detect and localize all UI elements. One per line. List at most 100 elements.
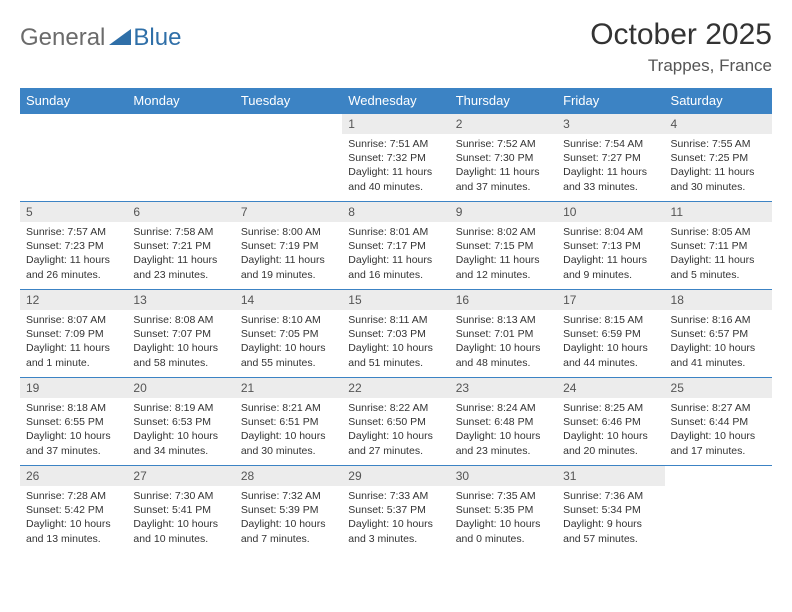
- day-details: Sunrise: 8:00 AMSunset: 7:19 PMDaylight:…: [235, 222, 342, 288]
- calendar-cell: 9Sunrise: 8:02 AMSunset: 7:15 PMDaylight…: [450, 202, 557, 290]
- day-number: 5: [20, 202, 127, 222]
- day-header: Monday: [127, 88, 234, 114]
- location-label: Trappes, France: [590, 56, 772, 76]
- day-number: 26: [20, 466, 127, 486]
- day-number: 7: [235, 202, 342, 222]
- day-details: Sunrise: 7:57 AMSunset: 7:23 PMDaylight:…: [20, 222, 127, 288]
- calendar-cell: 4Sunrise: 7:55 AMSunset: 7:25 PMDaylight…: [665, 114, 772, 202]
- day-details: Sunrise: 7:55 AMSunset: 7:25 PMDaylight:…: [665, 134, 772, 200]
- page-title: October 2025: [590, 18, 772, 52]
- day-number: 31: [557, 466, 664, 486]
- day-details: Sunrise: 7:30 AMSunset: 5:41 PMDaylight:…: [127, 486, 234, 552]
- day-number: 8: [342, 202, 449, 222]
- logo-text-blue: Blue: [133, 24, 181, 52]
- calendar-cell: 27Sunrise: 7:30 AMSunset: 5:41 PMDayligh…: [127, 466, 234, 554]
- day-details: Sunrise: 8:18 AMSunset: 6:55 PMDaylight:…: [20, 398, 127, 464]
- calendar-week-row: 12Sunrise: 8:07 AMSunset: 7:09 PMDayligh…: [20, 290, 772, 378]
- day-details: Sunrise: 8:11 AMSunset: 7:03 PMDaylight:…: [342, 310, 449, 376]
- day-details: Sunrise: 8:02 AMSunset: 7:15 PMDaylight:…: [450, 222, 557, 288]
- day-number: 25: [665, 378, 772, 398]
- header: General Blue October 2025 Trappes, Franc…: [20, 18, 772, 76]
- calendar-cell: 18Sunrise: 8:16 AMSunset: 6:57 PMDayligh…: [665, 290, 772, 378]
- day-number: 1: [342, 114, 449, 134]
- calendar-week-row: 26Sunrise: 7:28 AMSunset: 5:42 PMDayligh…: [20, 466, 772, 554]
- day-details: Sunrise: 7:28 AMSunset: 5:42 PMDaylight:…: [20, 486, 127, 552]
- calendar-cell: [235, 114, 342, 202]
- calendar-cell: 11Sunrise: 8:05 AMSunset: 7:11 PMDayligh…: [665, 202, 772, 290]
- calendar-cell: [20, 114, 127, 202]
- day-number: 17: [557, 290, 664, 310]
- calendar-cell: 3Sunrise: 7:54 AMSunset: 7:27 PMDaylight…: [557, 114, 664, 202]
- calendar-cell: [665, 466, 772, 554]
- day-number: [235, 114, 342, 134]
- day-number: 6: [127, 202, 234, 222]
- calendar-cell: 19Sunrise: 8:18 AMSunset: 6:55 PMDayligh…: [20, 378, 127, 466]
- day-details: Sunrise: 7:35 AMSunset: 5:35 PMDaylight:…: [450, 486, 557, 552]
- day-details: Sunrise: 8:01 AMSunset: 7:17 PMDaylight:…: [342, 222, 449, 288]
- calendar-cell: 2Sunrise: 7:52 AMSunset: 7:30 PMDaylight…: [450, 114, 557, 202]
- day-details: Sunrise: 7:54 AMSunset: 7:27 PMDaylight:…: [557, 134, 664, 200]
- day-header: Wednesday: [342, 88, 449, 114]
- calendar-week-row: 1Sunrise: 7:51 AMSunset: 7:32 PMDaylight…: [20, 114, 772, 202]
- logo: General Blue: [20, 18, 181, 52]
- day-header: Thursday: [450, 88, 557, 114]
- day-number: [20, 114, 127, 134]
- calendar-cell: 25Sunrise: 8:27 AMSunset: 6:44 PMDayligh…: [665, 378, 772, 466]
- day-details: Sunrise: 8:05 AMSunset: 7:11 PMDaylight:…: [665, 222, 772, 288]
- day-details: Sunrise: 7:51 AMSunset: 7:32 PMDaylight:…: [342, 134, 449, 200]
- calendar-cell: 29Sunrise: 7:33 AMSunset: 5:37 PMDayligh…: [342, 466, 449, 554]
- calendar-cell: 28Sunrise: 7:32 AMSunset: 5:39 PMDayligh…: [235, 466, 342, 554]
- day-details: Sunrise: 8:22 AMSunset: 6:50 PMDaylight:…: [342, 398, 449, 464]
- day-number: 11: [665, 202, 772, 222]
- day-number: [665, 466, 772, 486]
- day-number: 30: [450, 466, 557, 486]
- day-details: Sunrise: 7:33 AMSunset: 5:37 PMDaylight:…: [342, 486, 449, 552]
- calendar-table: SundayMondayTuesdayWednesdayThursdayFrid…: [20, 88, 772, 554]
- calendar-cell: 26Sunrise: 7:28 AMSunset: 5:42 PMDayligh…: [20, 466, 127, 554]
- day-number: 23: [450, 378, 557, 398]
- day-header: Sunday: [20, 88, 127, 114]
- calendar-cell: 7Sunrise: 8:00 AMSunset: 7:19 PMDaylight…: [235, 202, 342, 290]
- day-details: Sunrise: 8:07 AMSunset: 7:09 PMDaylight:…: [20, 310, 127, 376]
- calendar-cell: 22Sunrise: 8:22 AMSunset: 6:50 PMDayligh…: [342, 378, 449, 466]
- day-number: 9: [450, 202, 557, 222]
- day-details: Sunrise: 8:24 AMSunset: 6:48 PMDaylight:…: [450, 398, 557, 464]
- day-number: 2: [450, 114, 557, 134]
- calendar-cell: [127, 114, 234, 202]
- day-number: 24: [557, 378, 664, 398]
- day-details: Sunrise: 8:04 AMSunset: 7:13 PMDaylight:…: [557, 222, 664, 288]
- day-number: 3: [557, 114, 664, 134]
- logo-text-gray: General: [20, 24, 105, 52]
- day-number: 13: [127, 290, 234, 310]
- day-details: Sunrise: 7:32 AMSunset: 5:39 PMDaylight:…: [235, 486, 342, 552]
- day-number: 19: [20, 378, 127, 398]
- day-number: 12: [20, 290, 127, 310]
- title-block: October 2025 Trappes, France: [590, 18, 772, 76]
- calendar-cell: 21Sunrise: 8:21 AMSunset: 6:51 PMDayligh…: [235, 378, 342, 466]
- calendar-cell: 13Sunrise: 8:08 AMSunset: 7:07 PMDayligh…: [127, 290, 234, 378]
- calendar-cell: 12Sunrise: 8:07 AMSunset: 7:09 PMDayligh…: [20, 290, 127, 378]
- calendar-week-row: 5Sunrise: 7:57 AMSunset: 7:23 PMDaylight…: [20, 202, 772, 290]
- day-number: 29: [342, 466, 449, 486]
- calendar-cell: 10Sunrise: 8:04 AMSunset: 7:13 PMDayligh…: [557, 202, 664, 290]
- day-details: Sunrise: 8:15 AMSunset: 6:59 PMDaylight:…: [557, 310, 664, 376]
- calendar-cell: 24Sunrise: 8:25 AMSunset: 6:46 PMDayligh…: [557, 378, 664, 466]
- day-details: Sunrise: 8:13 AMSunset: 7:01 PMDaylight:…: [450, 310, 557, 376]
- calendar-cell: 17Sunrise: 8:15 AMSunset: 6:59 PMDayligh…: [557, 290, 664, 378]
- calendar-cell: 5Sunrise: 7:57 AMSunset: 7:23 PMDaylight…: [20, 202, 127, 290]
- day-details: Sunrise: 8:16 AMSunset: 6:57 PMDaylight:…: [665, 310, 772, 376]
- calendar-cell: 30Sunrise: 7:35 AMSunset: 5:35 PMDayligh…: [450, 466, 557, 554]
- calendar-cell: 16Sunrise: 8:13 AMSunset: 7:01 PMDayligh…: [450, 290, 557, 378]
- day-number: 10: [557, 202, 664, 222]
- calendar-week-row: 19Sunrise: 8:18 AMSunset: 6:55 PMDayligh…: [20, 378, 772, 466]
- day-number: [127, 114, 234, 134]
- day-number: 4: [665, 114, 772, 134]
- day-header: Saturday: [665, 88, 772, 114]
- day-details: Sunrise: 8:27 AMSunset: 6:44 PMDaylight:…: [665, 398, 772, 464]
- calendar-cell: 14Sunrise: 8:10 AMSunset: 7:05 PMDayligh…: [235, 290, 342, 378]
- day-header-row: SundayMondayTuesdayWednesdayThursdayFrid…: [20, 88, 772, 114]
- day-details: Sunrise: 8:25 AMSunset: 6:46 PMDaylight:…: [557, 398, 664, 464]
- day-number: 22: [342, 378, 449, 398]
- calendar-cell: 20Sunrise: 8:19 AMSunset: 6:53 PMDayligh…: [127, 378, 234, 466]
- calendar-cell: 1Sunrise: 7:51 AMSunset: 7:32 PMDaylight…: [342, 114, 449, 202]
